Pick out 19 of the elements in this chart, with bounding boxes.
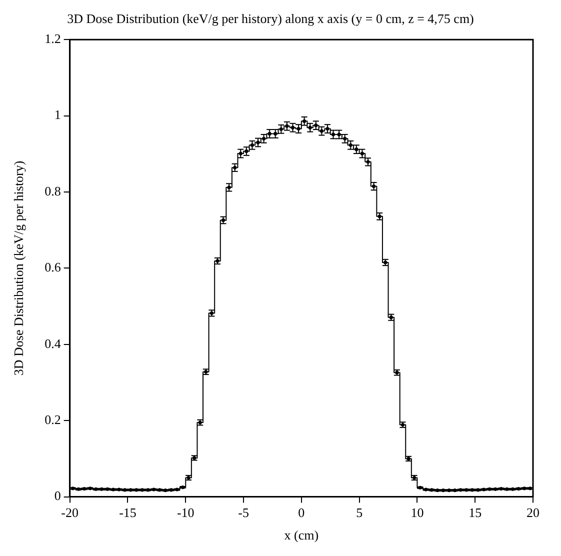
y-axis-title: 3D Dose Distribution (keV/g per history) bbox=[11, 160, 26, 376]
x-tick-label: -5 bbox=[238, 505, 249, 520]
x-tick-label: 0 bbox=[298, 505, 305, 520]
y-tick-label: 0.2 bbox=[44, 412, 61, 428]
y-tick-label: 1.2 bbox=[44, 31, 61, 46]
x-tick-label: 5 bbox=[356, 505, 363, 520]
y-tick-label: 0.6 bbox=[44, 260, 62, 275]
y-tick-label: 0.8 bbox=[44, 183, 61, 198]
y-tick-label: 1 bbox=[54, 107, 61, 122]
x-tick-label: 15 bbox=[468, 505, 482, 520]
x-tick-label: -10 bbox=[176, 505, 194, 520]
y-tick-label: 0 bbox=[54, 488, 61, 504]
x-tick-label: -20 bbox=[61, 505, 79, 520]
x-tick-label: 20 bbox=[526, 505, 540, 520]
x-tick-label: 10 bbox=[410, 505, 424, 520]
chart-title: 3D Dose Distribution (keV/g per history) along x axis (y = 0 cm, z = 4,75 cm) bbox=[67, 11, 474, 26]
x-tick-label: -15 bbox=[119, 505, 136, 520]
y-tick-label: 0.4 bbox=[44, 336, 62, 351]
x-axis-title: x (cm) bbox=[284, 528, 319, 543]
